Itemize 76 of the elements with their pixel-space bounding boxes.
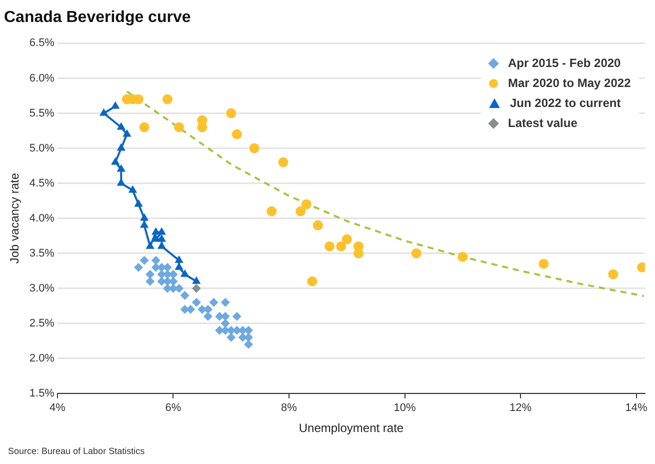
x-tick-label: 10% xyxy=(394,402,416,414)
point xyxy=(538,258,549,269)
y-tick-label: 2.0% xyxy=(29,352,55,364)
point xyxy=(111,101,120,109)
source-note: Source: Bureau of Labor Statistics xyxy=(8,446,145,456)
y-tick-label: 5.5% xyxy=(29,107,55,120)
point xyxy=(232,312,242,321)
point xyxy=(220,298,230,307)
point xyxy=(139,122,150,132)
point xyxy=(140,256,149,265)
point xyxy=(336,241,346,252)
y-axis-title: Job vacancy rate xyxy=(8,172,22,264)
y-tick-label: 3.5% xyxy=(29,247,55,260)
legend-label: Apr 2015 - Feb 2020 xyxy=(508,55,621,72)
point xyxy=(192,298,201,307)
y-tick-label: 5.0% xyxy=(29,142,55,154)
point xyxy=(134,262,144,272)
point xyxy=(458,252,468,262)
point xyxy=(162,94,172,104)
point xyxy=(111,157,120,165)
point xyxy=(122,129,132,137)
x-tick-label: 4% xyxy=(50,402,66,414)
point xyxy=(128,185,138,193)
point xyxy=(411,248,422,258)
point xyxy=(116,164,126,172)
point xyxy=(157,234,166,242)
x-tick-label: 8% xyxy=(281,402,298,414)
y-tick-label: 3.0% xyxy=(29,282,55,294)
point xyxy=(353,248,364,258)
y-tick-label: 4.0% xyxy=(29,212,55,224)
point xyxy=(99,108,108,116)
point xyxy=(180,269,190,277)
x-axis-title: Unemployment rate xyxy=(298,421,404,436)
point xyxy=(220,318,230,328)
point xyxy=(140,213,149,221)
legend-label: Mar 2020 to May 2022 xyxy=(508,75,631,92)
chart-title: Canada Beveridge curve xyxy=(4,9,191,26)
point xyxy=(249,143,260,154)
point xyxy=(232,129,242,140)
y-tick-label: 6.5% xyxy=(29,37,55,50)
x-tick-label: 12% xyxy=(510,402,532,414)
point xyxy=(146,270,155,279)
point xyxy=(226,108,236,118)
x-tick-label: 6% xyxy=(165,402,182,414)
y-tick-label: 4.5% xyxy=(29,177,55,190)
y-tick-label: 6.0% xyxy=(29,72,55,84)
point xyxy=(180,290,190,300)
point xyxy=(174,122,184,132)
point xyxy=(174,255,184,263)
legend-label: Latest value xyxy=(508,115,578,132)
point xyxy=(296,206,306,216)
point xyxy=(192,284,201,293)
point xyxy=(266,206,277,216)
point xyxy=(192,276,201,284)
y-tick-label: 1.5% xyxy=(29,387,55,400)
point xyxy=(116,143,126,151)
y-tick-label: 2.5% xyxy=(29,317,55,330)
x-tick-label: 14% xyxy=(625,402,648,414)
point xyxy=(151,256,160,265)
point xyxy=(116,122,126,130)
point xyxy=(342,234,352,244)
point xyxy=(157,227,166,235)
point xyxy=(134,199,143,207)
point xyxy=(307,276,318,286)
point xyxy=(226,332,236,342)
point xyxy=(324,241,335,252)
point xyxy=(146,276,155,286)
point xyxy=(278,157,288,168)
point xyxy=(146,241,154,249)
point xyxy=(301,199,312,210)
point xyxy=(312,220,323,230)
point xyxy=(197,122,208,132)
point xyxy=(209,298,218,307)
legend-label: Jun 2022 to current xyxy=(510,95,621,112)
line-series xyxy=(126,90,645,298)
point xyxy=(608,269,618,280)
